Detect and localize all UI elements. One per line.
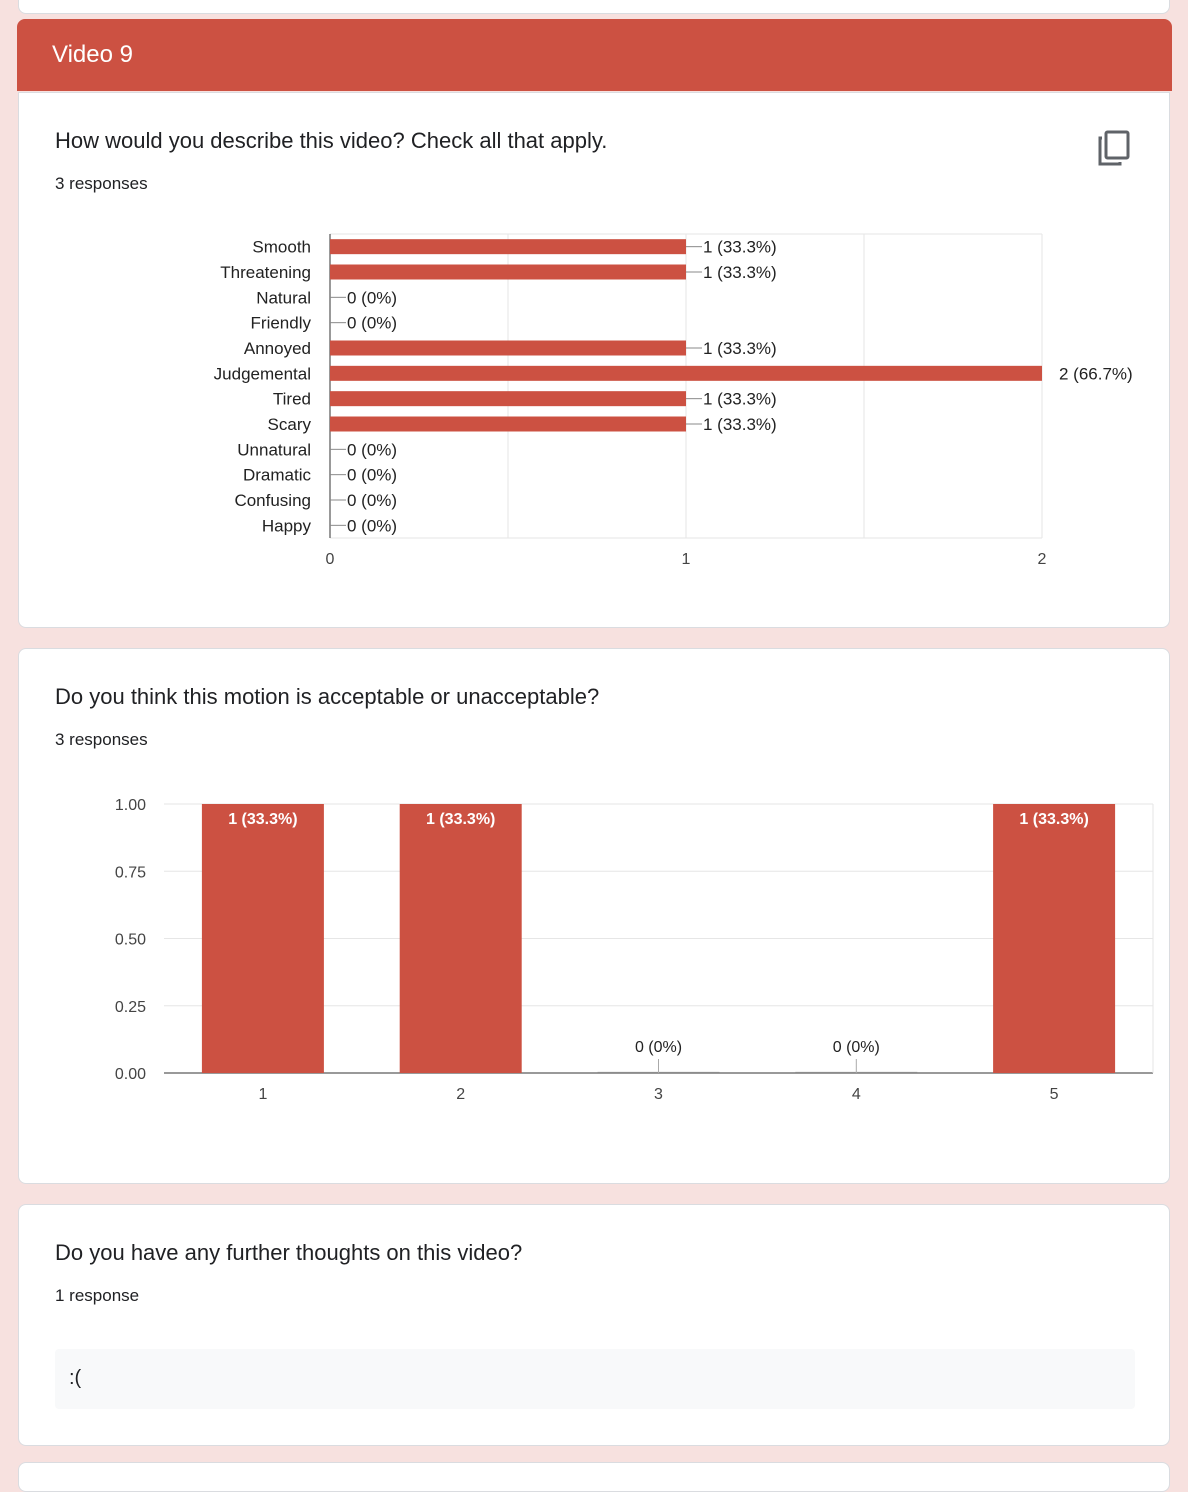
category-label: Judgemental: [214, 364, 311, 383]
bar: [993, 804, 1116, 1073]
data-label: 1 (33.3%): [703, 339, 777, 358]
bar: [330, 340, 686, 356]
y-tick-label: 0.00: [115, 1066, 146, 1083]
text-response: :(: [55, 1349, 1135, 1409]
question-title: How would you describe this video? Check…: [55, 128, 608, 153]
question-title: Do you have any further thoughts on this…: [55, 1240, 523, 1265]
data-label: 1 (33.3%): [703, 263, 777, 282]
x-tick-label: 3: [654, 1086, 663, 1103]
data-label: 0 (0%): [635, 1039, 682, 1056]
describe-chart: Smooth 1 (33.3%) Threatening 1 (33.3%) Natur…: [19, 93, 1169, 618]
data-label: 0 (0%): [347, 466, 397, 485]
x-tick-label: 2: [456, 1086, 465, 1103]
data-label: 1 (33.3%): [426, 811, 495, 828]
data-label: 1 (33.3%): [1019, 811, 1088, 828]
bar: [201, 804, 324, 1073]
data-label: 0 (0%): [347, 440, 397, 459]
y-tick-label: 0.50: [115, 932, 146, 949]
y-tick-label: 0.75: [115, 864, 146, 881]
data-label: 1 (33.3%): [703, 415, 777, 434]
bar: [330, 365, 1042, 381]
x-tick-label: 0: [326, 551, 335, 568]
y-tick-label: 0.25: [115, 999, 146, 1016]
category-label: Threatening: [220, 263, 311, 282]
data-label: 0 (0%): [347, 516, 397, 535]
copy-icon[interactable]: [1097, 129, 1131, 167]
data-label: 1 (33.3%): [228, 811, 297, 828]
x-tick-label: 4: [852, 1086, 861, 1103]
y-tick-label: 1.00: [115, 797, 146, 814]
question-card-acceptable: Do you think this motion is acceptable o…: [18, 648, 1170, 1184]
question-card-thoughts: Do you have any further thoughts on this…: [18, 1204, 1170, 1446]
bar: [330, 264, 686, 280]
text-response-value: :(: [69, 1367, 82, 1389]
section-header: Video 9: [17, 19, 1172, 91]
bar: [330, 391, 686, 407]
question-title: Do you think this motion is acceptable o…: [55, 684, 600, 709]
response-count: 3 responses: [55, 174, 148, 193]
x-tick-label: 1: [258, 1086, 267, 1103]
data-label: 1 (33.3%): [703, 238, 777, 257]
acceptable-chart: 0.00 0.25 0.50 0.75 1.00 1 (33.3%) 1 1 (33.3%) 2…: [19, 649, 1169, 1174]
bar: [330, 239, 686, 255]
data-label: 2 (66.7%): [1059, 364, 1133, 383]
x-tick-label: 5: [1050, 1086, 1059, 1103]
bar: [330, 416, 686, 432]
category-label: Unnatural: [237, 440, 311, 459]
category-label: Natural: [256, 288, 311, 307]
data-label: 0 (0%): [347, 314, 397, 333]
category-label: Scary: [268, 415, 312, 434]
category-label: Annoyed: [244, 339, 311, 358]
category-label: Friendly: [251, 314, 312, 333]
category-label: Confusing: [234, 491, 311, 510]
category-label: Happy: [262, 516, 312, 535]
category-label: Dramatic: [243, 466, 312, 485]
data-label: 0 (0%): [347, 491, 397, 510]
x-tick-label: 2: [1038, 551, 1047, 568]
category-label: Smooth: [252, 238, 311, 257]
previous-card-edge: [18, 0, 1170, 14]
response-count: 3 responses: [55, 730, 148, 749]
question-card-describe: How would you describe this video? Check…: [18, 92, 1170, 628]
data-label: 0 (0%): [347, 288, 397, 307]
x-tick-label: 1: [682, 551, 691, 568]
next-card-edge: [18, 1462, 1170, 1492]
data-label: 0 (0%): [833, 1039, 880, 1056]
section-title: Video 9: [52, 41, 133, 68]
response-count: 1 response: [55, 1286, 140, 1305]
category-label: Tired: [273, 390, 311, 409]
bar: [399, 804, 522, 1073]
data-label: 1 (33.3%): [703, 390, 777, 409]
